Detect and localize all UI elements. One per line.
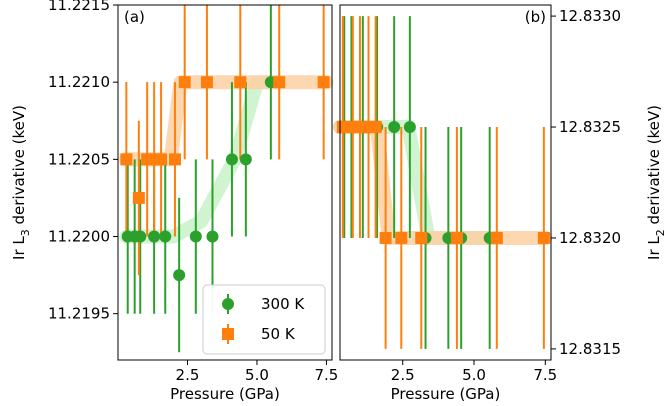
panel-label: (b): [525, 8, 546, 26]
panel-label: (a): [124, 8, 145, 26]
x-axis-label: Pressure (GPa): [391, 385, 501, 403]
plot-frame: [339, 4, 552, 361]
data-point-50k: [234, 76, 247, 89]
legend-marker-300k: [222, 298, 234, 310]
y-tick-label: 12.8315: [559, 340, 621, 358]
y-tick-label: 11.2205: [48, 150, 110, 168]
data-point-50k: [395, 231, 408, 244]
data-point-300k: [134, 230, 147, 243]
y-tick-label: 11.2200: [48, 228, 110, 246]
data-point-50k: [537, 231, 550, 244]
y-axis-label-pre: Ir L: [10, 236, 28, 260]
data-point-50k: [155, 153, 168, 166]
data-point-300k: [189, 230, 202, 243]
data-point-300k: [173, 269, 186, 282]
data-point-300k: [403, 121, 416, 134]
y-tick-label: 12.8325: [559, 118, 621, 136]
legend-label: 300 K: [261, 295, 305, 313]
y-tick-label: 11.2195: [48, 305, 110, 323]
data-point-50k: [200, 76, 213, 89]
data-point-50k: [273, 76, 286, 89]
y-axis-label-post: derivative (keV): [645, 105, 663, 229]
data-point-50k: [168, 153, 181, 166]
x-axis-label: Pressure (GPa): [170, 385, 280, 403]
y-axis-label: Ir L3 derivative (keV): [10, 105, 32, 260]
x-tick-label: 7.5: [533, 366, 557, 384]
trend-band-1: [333, 120, 553, 245]
data-point-50k: [120, 153, 133, 166]
data-point-300k: [225, 153, 238, 166]
y-axis-label-post: derivative (keV): [10, 105, 28, 229]
x-tick-label: 7.5: [315, 366, 339, 384]
data-point-50k: [132, 191, 145, 204]
y-axis-label-sub: 2: [654, 229, 667, 236]
y-tick-label: 11.2210: [48, 73, 110, 91]
data-point-50k: [450, 231, 463, 244]
trend-band-1: [119, 75, 334, 167]
plot-frame: [117, 4, 333, 361]
data-point-50k: [178, 76, 191, 89]
data-point-300k: [388, 121, 401, 134]
legend-marker-50k: [222, 328, 234, 340]
y-axis-label-sub: 3: [19, 229, 32, 236]
x-tick-label: 5.0: [245, 366, 269, 384]
x-tick-label: 2.5: [391, 366, 415, 384]
y-axis-label-pre: Ir L: [645, 236, 663, 260]
x-tick-label: 5.0: [462, 366, 486, 384]
y-axis-label: Ir L2 derivative (keV): [645, 105, 667, 260]
data-point-50k: [379, 231, 392, 244]
data-point-300k: [239, 153, 252, 166]
panel-b: 2.5 5.0 7.512.8315 12.8320 12.8325 12.8330 Pre…: [333, 4, 667, 403]
y-tick-label: 12.8320: [559, 229, 621, 247]
data-point-50k: [317, 76, 330, 89]
y-tick-label: 12.8330: [559, 7, 621, 25]
x-tick-label: 2.5: [176, 366, 200, 384]
data-point-50k: [490, 231, 503, 244]
panel-a: 2.5 5.0 7.5 11.2195 11.2200 11.2205 11.2210 11.…: [10, 0, 338, 403]
data-point-300k: [159, 230, 172, 243]
data-point-50k: [369, 121, 382, 134]
data-point-300k: [206, 230, 219, 243]
data-point-300k: [148, 230, 161, 243]
y-tick-label: 11.2215: [48, 0, 110, 14]
data-point-50k: [415, 231, 428, 244]
legend-label: 50 K: [261, 325, 296, 343]
